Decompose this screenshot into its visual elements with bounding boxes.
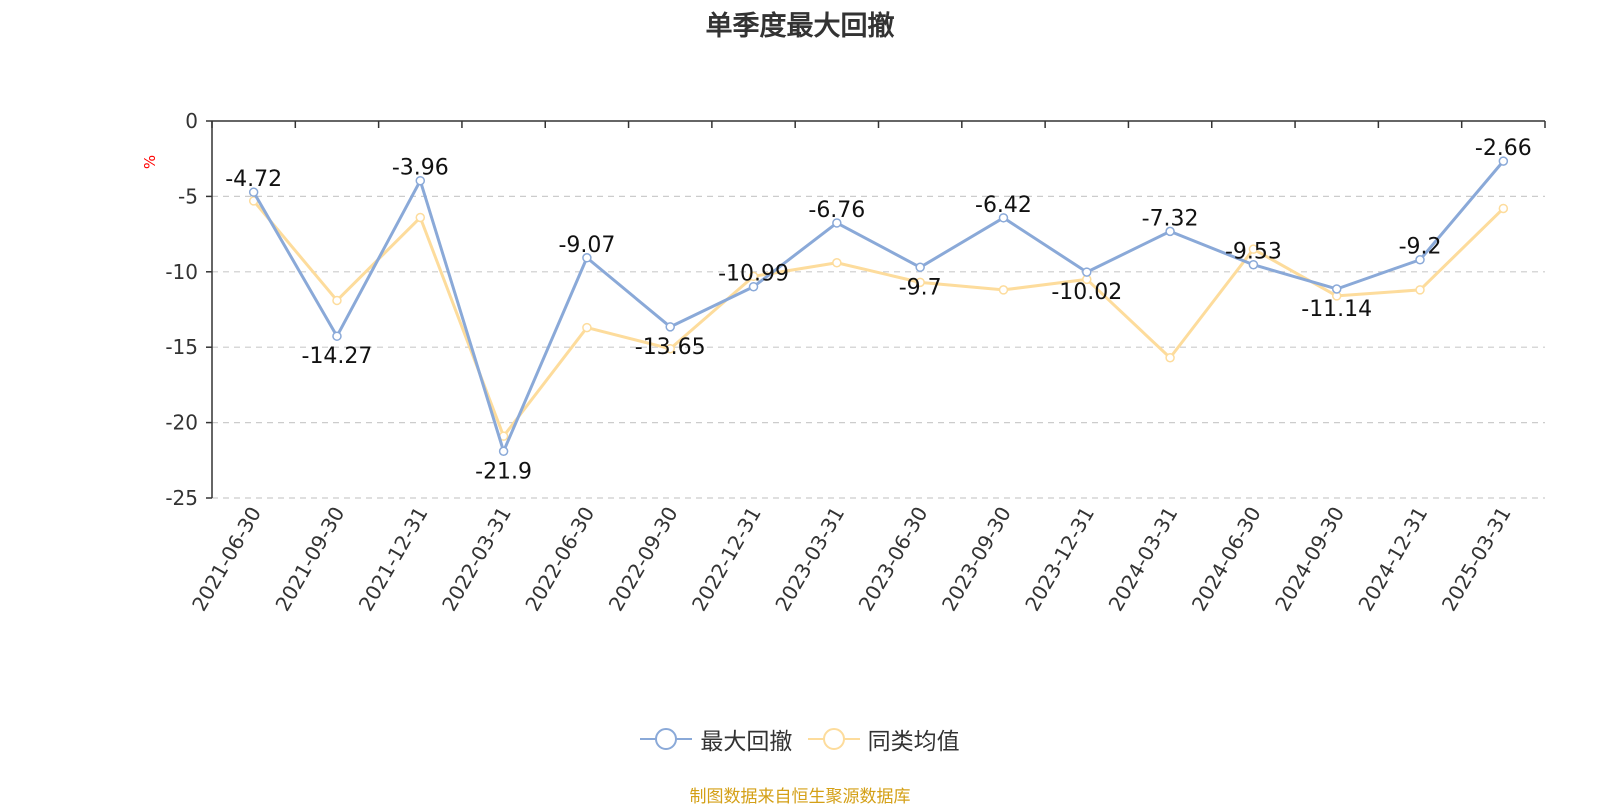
data-label: -9.53 xyxy=(1225,240,1282,265)
legend-label-peer-average: 同类均值 xyxy=(867,729,960,755)
data-point-max-drawdown xyxy=(1415,254,1425,265)
source-note: 制图数据来自恒生聚源数据库 xyxy=(689,787,911,807)
data-point-peer-average xyxy=(415,212,426,223)
data-label: -10.99 xyxy=(718,262,789,287)
data-point-peer-average xyxy=(998,285,1009,295)
data-label: -2.66 xyxy=(1475,136,1532,161)
data-point-max-drawdown xyxy=(1248,259,1259,270)
x-tick-label: 2023-12-31 xyxy=(1020,503,1099,616)
x-tick-label: 2022-03-31 xyxy=(437,503,516,616)
data-point-max-drawdown xyxy=(748,281,759,292)
y-axis-label: % xyxy=(141,155,159,169)
x-tick-label: 2024-12-31 xyxy=(1353,503,1432,616)
y-tick-label: -10 xyxy=(165,260,198,284)
legend-marker-max-drawdown-icon xyxy=(640,728,693,750)
x-tick-label: 2024-06-30 xyxy=(1187,503,1266,616)
data-label: -6.76 xyxy=(808,198,865,223)
series-lines xyxy=(248,156,1509,457)
data-label: -4.72 xyxy=(225,167,282,192)
y-tick-label: 0 xyxy=(185,109,198,133)
data-point-max-drawdown xyxy=(248,187,259,197)
data-label: -13.65 xyxy=(635,335,706,360)
y-tick-label: -15 xyxy=(165,335,198,359)
data-label: -10.02 xyxy=(1051,280,1122,305)
data-point-peer-average xyxy=(665,343,675,354)
x-tick-label: 2022-12-31 xyxy=(687,503,766,616)
data-point-peer-average xyxy=(332,295,342,306)
y-tick-label: -5 xyxy=(178,184,198,208)
data-point-peer-average xyxy=(832,258,842,268)
data-point-max-drawdown xyxy=(832,218,842,228)
x-tick-label: 2021-09-30 xyxy=(270,503,349,616)
x-tick-label: 2022-09-30 xyxy=(604,503,683,616)
data-label: -14.27 xyxy=(302,344,373,369)
data-point-max-drawdown xyxy=(1498,156,1509,166)
legend-item-max-drawdown[interactable]: 最大回撤 xyxy=(640,722,792,756)
data-label: -21.9 xyxy=(475,459,532,484)
x-tick-label: 2021-06-30 xyxy=(187,503,266,616)
data-label: -9.07 xyxy=(558,233,615,258)
x-tick-label: 2022-06-30 xyxy=(520,503,599,616)
data-point-max-drawdown xyxy=(915,262,925,273)
legend-marker-peer-average-icon xyxy=(807,728,860,750)
data-point-max-drawdown xyxy=(665,322,675,332)
series-line-peer-average xyxy=(252,199,1505,438)
data-point-max-drawdown xyxy=(1082,267,1092,277)
data-point-max-drawdown xyxy=(1331,284,1342,294)
data-label: -11.14 xyxy=(1301,297,1372,322)
x-tick-label: 2024-09-30 xyxy=(1270,503,1349,616)
x-tick-label: 2021-12-31 xyxy=(354,503,433,616)
data-point-max-drawdown xyxy=(332,331,342,341)
data-point-peer-average xyxy=(582,322,592,333)
data-labels: -4.72 -14.27 -3.96 -21.9 -9.07 -13.65 -10.99 -6… xyxy=(225,136,1532,484)
x-tick-label: 2024-03-31 xyxy=(1104,503,1183,616)
data-label: -9.7 xyxy=(899,275,942,300)
data-point-peer-average xyxy=(1165,353,1175,363)
legend: 最大回撤 同类均值 xyxy=(0,722,1600,758)
data-point-max-drawdown xyxy=(498,446,509,457)
x-tick-label: 2025-03-31 xyxy=(1437,503,1516,616)
data-point-peer-average xyxy=(748,271,759,282)
legend-label-max-drawdown: 最大回撤 xyxy=(700,729,793,755)
data-point-peer-average xyxy=(915,277,925,288)
y-tick-label: -25 xyxy=(165,486,198,510)
grid-lines xyxy=(212,195,1545,499)
data-label: -7.32 xyxy=(1142,206,1199,231)
data-label: -9.2 xyxy=(1399,235,1442,260)
series-line-max-drawdown xyxy=(252,160,1505,453)
data-point-peer-average xyxy=(1415,285,1425,295)
data-point-peer-average xyxy=(1248,244,1259,254)
data-label: -3.96 xyxy=(392,156,449,181)
legend-item-peer-average[interactable]: 同类均值 xyxy=(807,722,960,756)
x-tick-label: 2023-06-30 xyxy=(854,503,933,616)
x-tick-label: 2023-03-31 xyxy=(770,503,849,616)
data-point-max-drawdown xyxy=(998,213,1009,223)
y-tick-label: -20 xyxy=(165,411,198,435)
data-point-max-drawdown xyxy=(415,175,426,186)
data-label: -6.42 xyxy=(975,193,1032,218)
data-point-peer-average xyxy=(1498,203,1509,214)
data-point-max-drawdown xyxy=(1165,226,1175,237)
data-point-max-drawdown xyxy=(582,253,592,263)
chart-title: 单季度最大回撤 xyxy=(705,11,895,42)
x-tick-label: 2023-09-30 xyxy=(937,503,1016,616)
